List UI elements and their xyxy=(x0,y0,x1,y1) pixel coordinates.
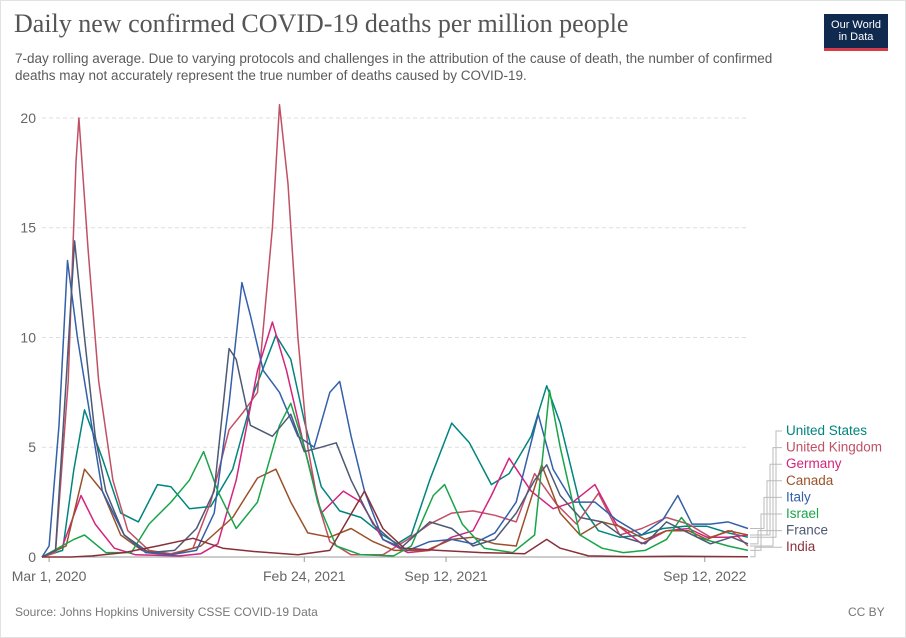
logo-line-1: Our World xyxy=(831,19,881,31)
legend-connector xyxy=(750,513,782,551)
x-tick-label: Sep 12, 2021 xyxy=(404,568,488,584)
series-line-israel[interactable] xyxy=(41,389,749,558)
legend-connector xyxy=(750,447,782,547)
series-line-united-kingdom[interactable] xyxy=(41,104,749,558)
y-tick-label: 20 xyxy=(20,110,36,126)
series-line-italy[interactable] xyxy=(41,259,749,558)
series-lines xyxy=(41,104,749,558)
x-tick-label: Sep 12, 2022 xyxy=(663,568,747,584)
legend-connector xyxy=(750,530,782,545)
legend-label-france[interactable]: France xyxy=(786,523,828,538)
y-tick-label: 15 xyxy=(20,220,36,236)
grid-lines xyxy=(42,117,748,558)
source-note[interactable]: Source: Johns Hopkins University CSSE CO… xyxy=(15,605,318,619)
y-tick-label: 5 xyxy=(28,439,36,455)
x-axis-ticks: Mar 1, 2020 Feb 24, 2021 Sep 12, 2021 Sep 1… xyxy=(12,557,747,584)
x-tick-label: Mar 1, 2020 xyxy=(12,568,87,584)
y-axis-ticks: 0 5 10 15 20 xyxy=(20,110,36,565)
legend-connector xyxy=(750,430,782,538)
legend-label-germany[interactable]: Germany xyxy=(786,456,842,471)
logo-line-2: in Data xyxy=(838,31,874,43)
chart-subtitle: 7-day rolling average. Due to varying pr… xyxy=(15,51,773,83)
legend-label-israel[interactable]: Israel xyxy=(786,506,819,521)
legend-label-united-kingdom[interactable]: United Kingdom xyxy=(786,440,882,455)
y-tick-label: 10 xyxy=(20,329,36,345)
chart-title: Daily new confirmed COVID-19 deaths per … xyxy=(14,9,629,38)
license-link[interactable]: CC BY xyxy=(848,605,885,619)
legend-label-united-states[interactable]: United States xyxy=(786,423,867,438)
legend-connector xyxy=(750,546,782,558)
series-line-india[interactable] xyxy=(42,490,749,558)
x-tick-label: Feb 24, 2021 xyxy=(263,568,346,584)
owid-logo[interactable]: Our World in Data xyxy=(824,14,888,51)
y-tick-label: 0 xyxy=(28,549,36,565)
legend-label-italy[interactable]: Italy xyxy=(786,489,811,504)
series-line-united-states[interactable] xyxy=(41,334,749,558)
legend-connector xyxy=(750,463,782,536)
legend-label-canada[interactable]: Canada xyxy=(786,473,834,488)
legend-connector xyxy=(750,480,782,536)
legend-label-india[interactable]: India xyxy=(786,539,816,554)
series-line-germany[interactable] xyxy=(41,321,749,558)
legend-connector xyxy=(750,496,782,529)
series-line-france[interactable] xyxy=(41,240,749,558)
